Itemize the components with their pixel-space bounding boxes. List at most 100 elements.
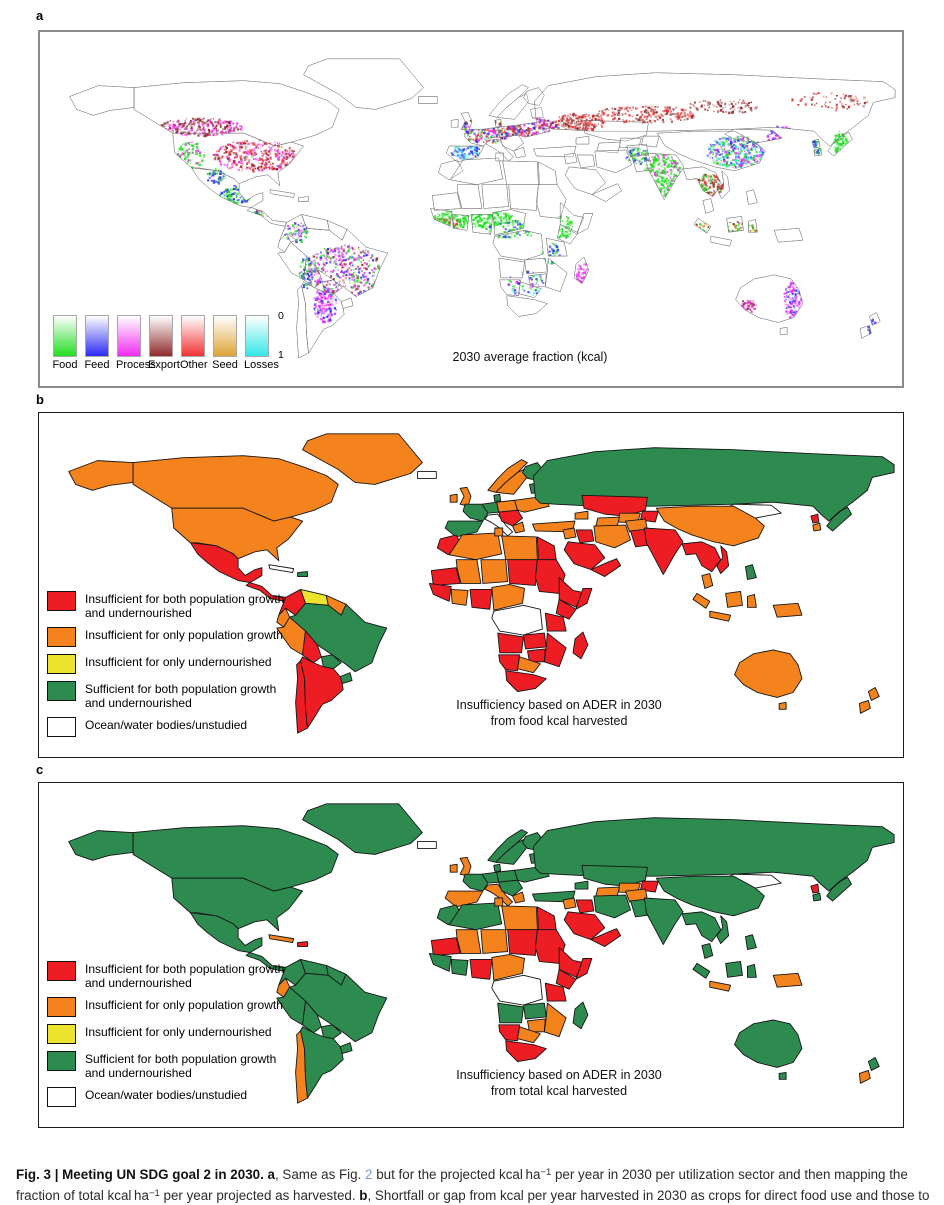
panel-b-map-frame: Insufficient for both population growth … [38,412,904,758]
legend-label: Insufficient for both population growth … [85,591,285,620]
legend-swatch-ocean [47,1087,76,1107]
legend-item-insufficient_undernourished: Insufficient for only undernourished [47,1024,297,1044]
legend-swatch-insufficient_both [47,961,76,981]
region-hispaniola [298,942,308,947]
panel-a-label: a [36,8,43,23]
region-iraq [576,530,594,543]
sector-gradient-bar [53,315,77,357]
panel-b-caption-line2: from food kcal harvested [389,713,729,729]
sector-legend-item-process: Process [116,315,142,371]
region-korea_north [811,514,819,523]
region-tunisia [495,528,503,536]
sector-gradient-bar [245,315,269,357]
region-zimbabwe [527,1019,545,1032]
region-zimbabwe [527,649,545,662]
region-iraq [576,900,594,913]
region-hispaniola [298,572,308,577]
region-denmark [494,864,501,871]
region-argentina [301,1027,344,1098]
region-levant [563,898,576,909]
panel-b-map-caption: Insufficiency based on ADER in 2030 from… [389,697,729,729]
legend-label: Insufficient for both population growth … [85,961,285,990]
panel-c-caption-line1: Insufficiency based on ADER in 2030 [389,1067,729,1083]
region-caucasus [575,881,588,889]
legend-item-sufficient_both: Sufficient for both population growth an… [47,1051,297,1080]
sector-legend-item-food: Food [52,315,78,371]
region-egypt [538,162,557,185]
sector-legend-item-feed: Feed [84,315,110,371]
region-angola [499,258,525,278]
region-korea_south [813,893,821,901]
region-malaysia [702,944,713,959]
region-java [710,981,731,991]
legend-item-insufficient_both: Insufficient for both population growth … [47,591,297,620]
scale-zero: 0 [278,310,284,322]
region-alaska [69,461,133,491]
region-iran [594,895,631,918]
sector-name: Process [116,359,142,371]
region-tunisia [496,153,504,161]
region-nigeria [470,589,492,609]
legend-swatch-insufficient_population [47,997,76,1017]
legend-swatch-insufficient_undernourished [47,1024,76,1044]
region-mauritania [431,938,460,956]
region-india [644,898,683,945]
legend-swatch-insufficient_both [47,591,76,611]
region-ireland [450,864,457,872]
region-korea_south [813,523,821,531]
legend-item-ocean: Ocean/water bodies/unstudied [47,1087,297,1107]
legend-item-insufficient_both: Insufficient for both population growth … [47,961,297,990]
region-australia [735,1020,802,1068]
region-angola [498,1003,524,1023]
figure-caption: Fig. 3 | Meeting UN SDG goal 2 in 2030. … [16,1163,930,1205]
legend-label: Insufficient for only undernourished [85,1024,272,1040]
legend-label: Insufficient for only population growth [85,627,283,643]
region-sumatra [693,963,710,978]
panel-c-map-caption: Insufficiency based on ADER in 2030 from… [389,1067,729,1099]
sector-gradient-bar [117,315,141,357]
region-chad [508,930,538,956]
region-saudi [564,912,605,940]
region-drc [492,975,543,1005]
region-iran [594,525,631,548]
region-australia [735,650,802,698]
region-new_guinea [773,603,802,617]
sector-name: Export [148,359,174,371]
region-zambia [524,633,547,649]
legend-swatch-ocean [47,717,76,737]
region-senegal_guinea [429,953,451,971]
sector-name: Other [180,359,206,371]
sector-gradient-bar [213,315,237,357]
region-saudi [565,167,606,195]
region-myanmar_thailand [682,912,721,942]
region-mozambique [544,1003,566,1037]
region-niger [482,185,509,209]
sector-name: Food [52,359,78,371]
legend-label: Sufficient for both population growth an… [85,681,285,710]
region-uk [460,857,471,876]
region-senegal_guinea [429,583,451,601]
caption-text-segment: −1 [149,1188,160,1199]
region-iceland [417,842,436,849]
sector-legend-item-losses: Losses [244,315,270,371]
region-new_guinea [773,973,802,987]
region-java [710,611,731,621]
region-niger [481,560,508,584]
region-korea_north [811,884,819,893]
sector-name: Seed [212,359,238,371]
region-namibia [499,1025,520,1041]
panel-c-map-frame: Insufficient for both population growth … [38,782,904,1128]
region-mauritania [431,568,460,586]
region-tasmania [779,1072,786,1079]
region-tasmania [779,702,786,709]
region-borneo [726,961,743,977]
region-alaska [70,86,134,116]
region-angola [498,633,524,653]
region-nz_north [868,688,879,701]
region-south_africa [506,1041,547,1062]
panel-b-label: b [36,392,44,407]
region-iran [595,150,632,173]
legend-label: Insufficient for only population growth [85,997,283,1013]
sector-name: Losses [244,359,270,371]
